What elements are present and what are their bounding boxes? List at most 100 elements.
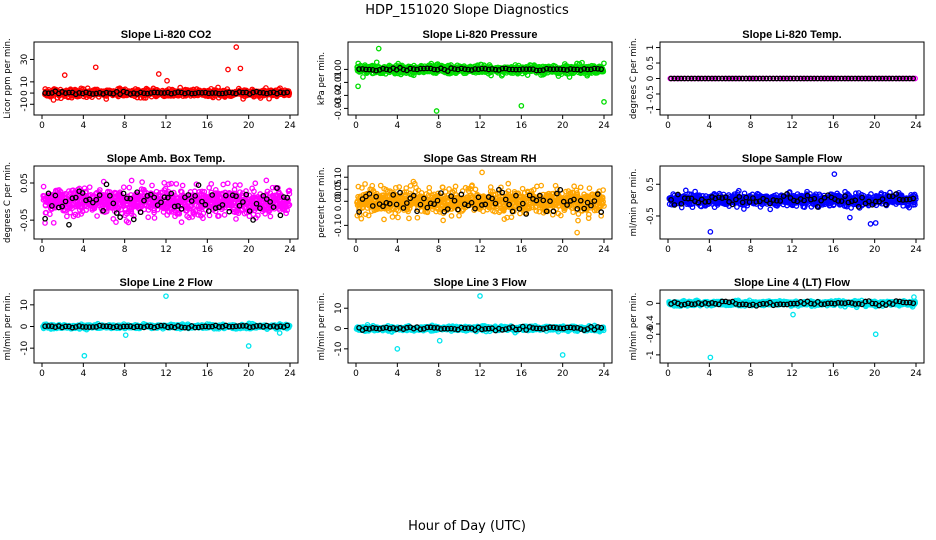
data-point (149, 182, 155, 189)
average-point (182, 90, 188, 97)
panel-title: Slope Li-820 Pressure (423, 29, 538, 41)
data-point (360, 74, 366, 80)
y-tick-label: 30 (20, 53, 30, 65)
x-tick-label: 16 (828, 121, 840, 131)
average-point (260, 90, 267, 96)
panel-title: Slope Sample Flow (742, 153, 843, 165)
average-point (151, 89, 158, 96)
y-tick-label: -0.03 (334, 97, 344, 120)
average-point (83, 89, 89, 96)
average-point (130, 90, 137, 96)
data-point (252, 180, 259, 187)
average-point (141, 90, 147, 97)
average-point (284, 89, 291, 96)
average-point (219, 90, 226, 97)
x-tick-label: 0 (665, 121, 671, 131)
panel-title: Slope Li-820 Temp. (742, 29, 841, 41)
outlier-point (574, 229, 580, 236)
data-point (113, 219, 119, 225)
data-point (577, 184, 584, 191)
data-point (452, 183, 459, 190)
x-tick-label: 12 (160, 121, 171, 131)
data-point (448, 213, 455, 219)
x-tick-label: 4 (80, 245, 86, 255)
data-point (586, 185, 593, 192)
data-point (538, 182, 545, 189)
y-axis-label: ml/min per min. (629, 169, 639, 237)
x-tick-label: 24 (284, 121, 296, 131)
data-point (358, 215, 365, 222)
average-point (158, 90, 164, 96)
data-point (145, 214, 152, 221)
outlier-point (237, 65, 244, 72)
y-tick-label: 0.10 (334, 167, 344, 187)
average-point (222, 90, 229, 96)
x-tick-label: 4 (80, 121, 86, 131)
y-axis-label: kPa per min. (317, 52, 327, 105)
y-tick-label: 1 (646, 45, 656, 51)
data-point (237, 182, 243, 188)
black-series (42, 88, 291, 98)
data-point (126, 184, 133, 191)
data-point (221, 212, 228, 218)
data-point (128, 177, 135, 184)
panel-title: Slope Gas Stream RH (423, 153, 536, 165)
x-tick-label: 0 (39, 245, 45, 255)
x-tick-label: 4 (394, 121, 400, 131)
y-tick-label: -1 (646, 105, 656, 114)
average-point (93, 90, 100, 97)
average-point (76, 90, 83, 96)
average-point (103, 181, 110, 188)
y-tick-label: -10 (20, 97, 30, 112)
average-point (168, 90, 175, 97)
y-tick-label: -0.01 (334, 71, 344, 94)
data-point (86, 184, 93, 191)
average-point (202, 89, 209, 96)
y-tick-label: 0.5 (646, 177, 656, 191)
panel-5: Slope Gas Stream RH0 4 8 12 16 20 24-0.100.000… (317, 153, 613, 255)
data-point (233, 216, 239, 222)
average-point (86, 90, 93, 97)
data-point (406, 215, 412, 222)
outlier-point (233, 44, 240, 50)
y-tick-label: -0.05 (20, 208, 30, 231)
data-point (224, 180, 231, 187)
x-tick-label: 20 (557, 245, 569, 255)
x-tick-label: 16 (516, 245, 528, 255)
x-tick-label: 16 (202, 121, 214, 131)
x-tick-label: 20 (557, 121, 569, 131)
x-tick-label: 12 (786, 121, 797, 131)
average-point (147, 90, 154, 96)
data-point (395, 214, 401, 221)
data-point (508, 214, 515, 221)
y-tick-label: 10 (20, 76, 30, 88)
outlier-point (155, 71, 162, 77)
x-tick-label: 0 (353, 121, 359, 131)
x-tick-label: 12 (474, 245, 485, 255)
x-tick-label: 8 (748, 121, 754, 131)
data-point (179, 182, 186, 189)
average-point (127, 91, 134, 97)
data-point (151, 215, 158, 221)
x-tick-label: 12 (474, 121, 485, 131)
average-point (188, 90, 195, 97)
plot-frame (347, 41, 613, 116)
data-point (161, 180, 168, 186)
panel-3: Slope Li-820 Temp.0 4 8 12 16 20 24-1-0.500.51… (629, 29, 925, 131)
x-tick-label: 12 (160, 245, 171, 255)
average-point (62, 90, 69, 97)
average-point (117, 91, 123, 98)
data-point (414, 214, 421, 221)
x-tick-label: 16 (828, 245, 840, 255)
x-tick-label: 0 (353, 245, 359, 255)
y-axis-label: Licor ppm per min. (3, 38, 13, 119)
average-point (280, 90, 287, 96)
average-point (277, 212, 284, 219)
data-point (517, 210, 523, 217)
data-point (575, 217, 581, 224)
x-tick-label: 24 (598, 245, 610, 255)
x-tick-label: 12 (786, 245, 797, 255)
